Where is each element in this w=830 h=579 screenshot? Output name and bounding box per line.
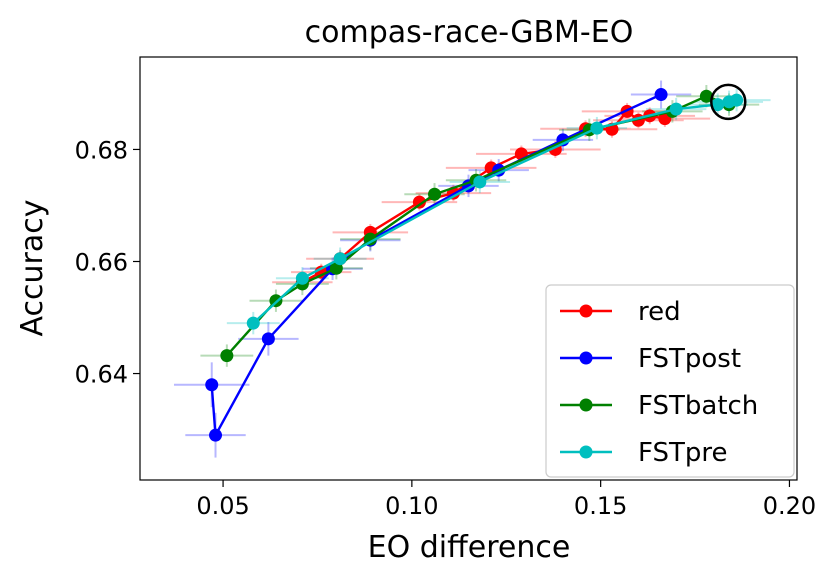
point-FSTpost-0 [209, 428, 223, 442]
y-tick-label: 0.66 [75, 248, 128, 276]
point-FSTpre-2 [333, 252, 347, 266]
point-red-4 [412, 195, 426, 209]
point-FSTpre-6 [711, 98, 725, 112]
point-FSTpre-8 [730, 93, 744, 107]
plot-area [173, 80, 771, 458]
point-FSTpost-8 [654, 88, 668, 102]
x-tick-label: 0.05 [196, 492, 249, 520]
legend-label-FSTbatch: FSTbatch [638, 391, 758, 421]
point-FSTbatch-0 [220, 349, 234, 363]
point-FSTbatch-4 [363, 232, 377, 246]
point-FSTbatch-9 [699, 89, 713, 103]
x-axis-title: EO difference [368, 530, 571, 565]
legend-marker-FSTpost [579, 351, 593, 365]
series-line-red [301, 109, 666, 284]
y-axis: 0.64 0.66 0.68 [75, 136, 140, 389]
legend-marker-FSTpre [579, 445, 593, 459]
point-FSTpost-2 [261, 332, 275, 346]
plot-frame [139, 56, 798, 481]
legend-label-FSTpre: FSTpre [638, 438, 728, 468]
y-tick-label: 0.64 [75, 361, 128, 389]
x-tick-label: 0.20 [763, 492, 816, 520]
legend-box [545, 284, 795, 478]
point-FSTpre-5 [669, 102, 683, 116]
legend-marker-FSTbatch [579, 398, 593, 412]
x-axis: 0.05 0.10 0.15 0.20 [196, 480, 816, 520]
legend-label-red: red [638, 297, 681, 327]
chart-title: compas-race-GBM-EO [305, 15, 634, 50]
legend-label-FSTpost: FSTpost [638, 344, 741, 374]
point-FSTpre-1 [295, 271, 309, 285]
legend: red FSTpost FSTbatch FSTpre [545, 284, 795, 478]
x-tick-label: 0.15 [574, 492, 627, 520]
legend-marker-red [579, 304, 593, 318]
point-FSTpre-4 [590, 121, 604, 135]
highlight-circle [710, 83, 747, 121]
y-tick-label: 0.68 [75, 136, 128, 164]
x-tick-label: 0.10 [385, 492, 438, 520]
point-FSTpre-0 [246, 316, 260, 330]
point-FSTpost-1 [205, 378, 219, 392]
y-axis-title: Accuracy [15, 200, 50, 337]
point-FSTbatch-5 [428, 187, 442, 201]
point-FSTpre-3 [473, 175, 487, 189]
